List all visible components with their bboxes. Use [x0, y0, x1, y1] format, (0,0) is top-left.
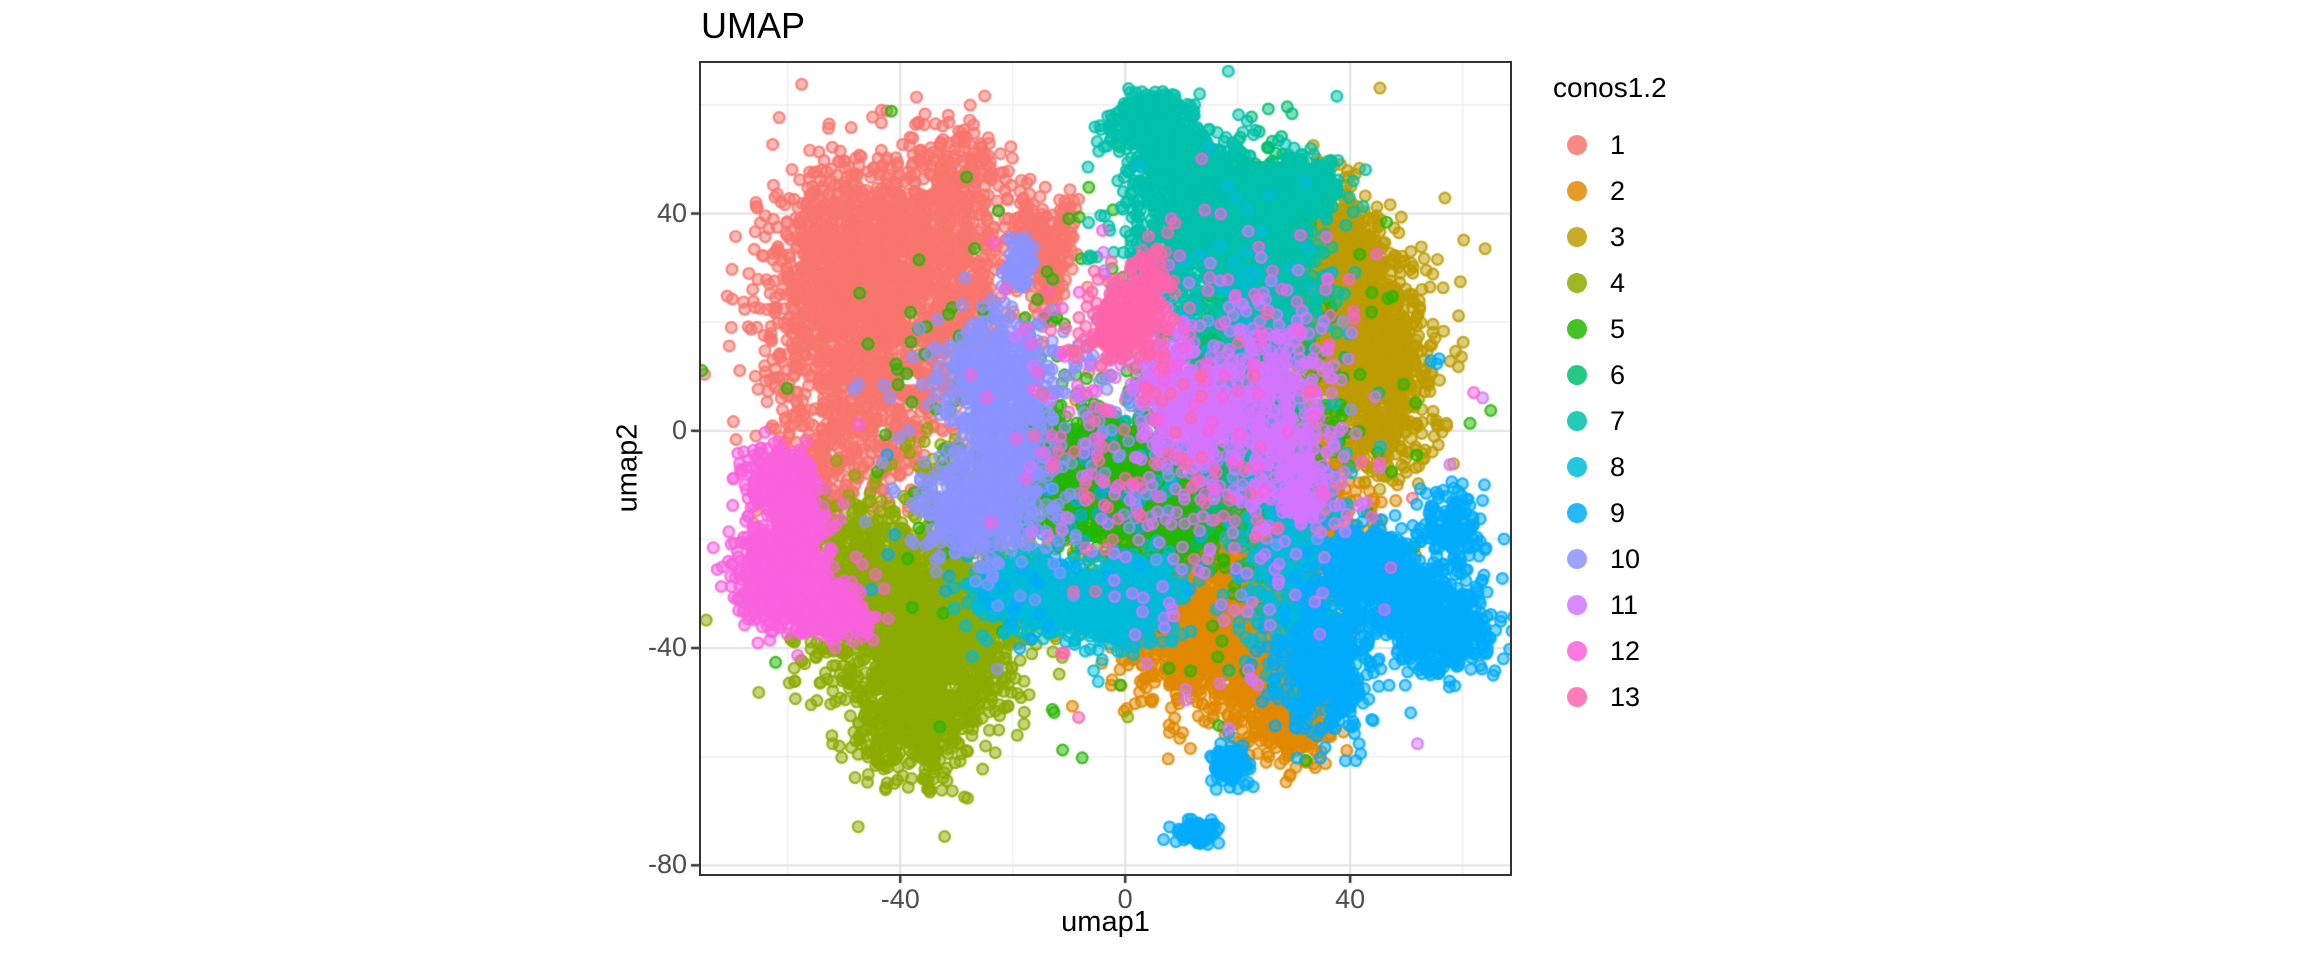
legend-key-dot: [1567, 365, 1587, 385]
legend-item: 8: [1567, 444, 1640, 490]
legend-item-label: 11: [1610, 589, 1639, 620]
legend-item: 13: [1567, 674, 1640, 720]
legend-item: 4: [1567, 260, 1640, 306]
plot-title: UMAP: [701, 5, 806, 46]
x-tick-label: -40: [880, 884, 920, 914]
y-axis-title: umap2: [611, 423, 644, 513]
legend-item-label: 5: [1610, 313, 1626, 344]
y-tick-label: -40: [647, 631, 687, 662]
legend-key-dot: [1567, 503, 1587, 523]
legend-key-dot: [1567, 641, 1587, 661]
y-tick-label: 40: [656, 197, 687, 228]
legend-key-dot: [1567, 135, 1587, 155]
legend-item-label: 8: [1610, 451, 1626, 482]
legend-item: 1: [1567, 122, 1640, 168]
legend-item: 7: [1567, 398, 1640, 444]
x-axis-title: umap1: [1061, 906, 1150, 938]
legend-title: conos1.2: [1553, 72, 1667, 103]
legend-item: 5: [1567, 306, 1640, 352]
legend-item: 3: [1567, 214, 1640, 260]
legend-item-label: 13: [1610, 681, 1641, 712]
y-tick-label: 0: [671, 414, 687, 445]
legend-item: 9: [1567, 490, 1640, 536]
legend-key-dot: [1567, 319, 1587, 339]
legend-item-label: 10: [1610, 543, 1641, 574]
legend-key-dot: [1567, 273, 1587, 293]
legend-item-label: 3: [1610, 221, 1626, 252]
legend-item-label: 1: [1610, 129, 1626, 160]
legend-key-dot: [1567, 227, 1587, 247]
legend: 1 2 3 4 5 6 7 8 9 10: [1567, 122, 1640, 720]
legend-item-label: 4: [1610, 267, 1626, 298]
legend-item-label: 2: [1610, 175, 1626, 206]
legend-key-dot: [1567, 549, 1587, 569]
legend-key-dot: [1567, 181, 1587, 201]
y-tick-label: -80: [647, 849, 687, 880]
x-tick-label: 40: [1335, 884, 1366, 914]
legend-key-dot: [1567, 595, 1587, 615]
legend-key-dot: [1567, 457, 1587, 477]
legend-item: 11: [1567, 582, 1640, 628]
legend-item: 6: [1567, 352, 1640, 398]
legend-item-label: 6: [1610, 359, 1626, 390]
legend-item-label: 12: [1610, 635, 1641, 666]
legend-key-dot: [1567, 687, 1587, 707]
legend-item-label: 9: [1610, 497, 1626, 528]
legend-item: 2: [1567, 168, 1640, 214]
legend-item-label: 7: [1610, 405, 1626, 436]
x-tick-label: 0: [1117, 884, 1133, 914]
legend-key-dot: [1567, 411, 1587, 431]
legend-item: 10: [1567, 536, 1640, 582]
legend-item: 12: [1567, 628, 1640, 674]
